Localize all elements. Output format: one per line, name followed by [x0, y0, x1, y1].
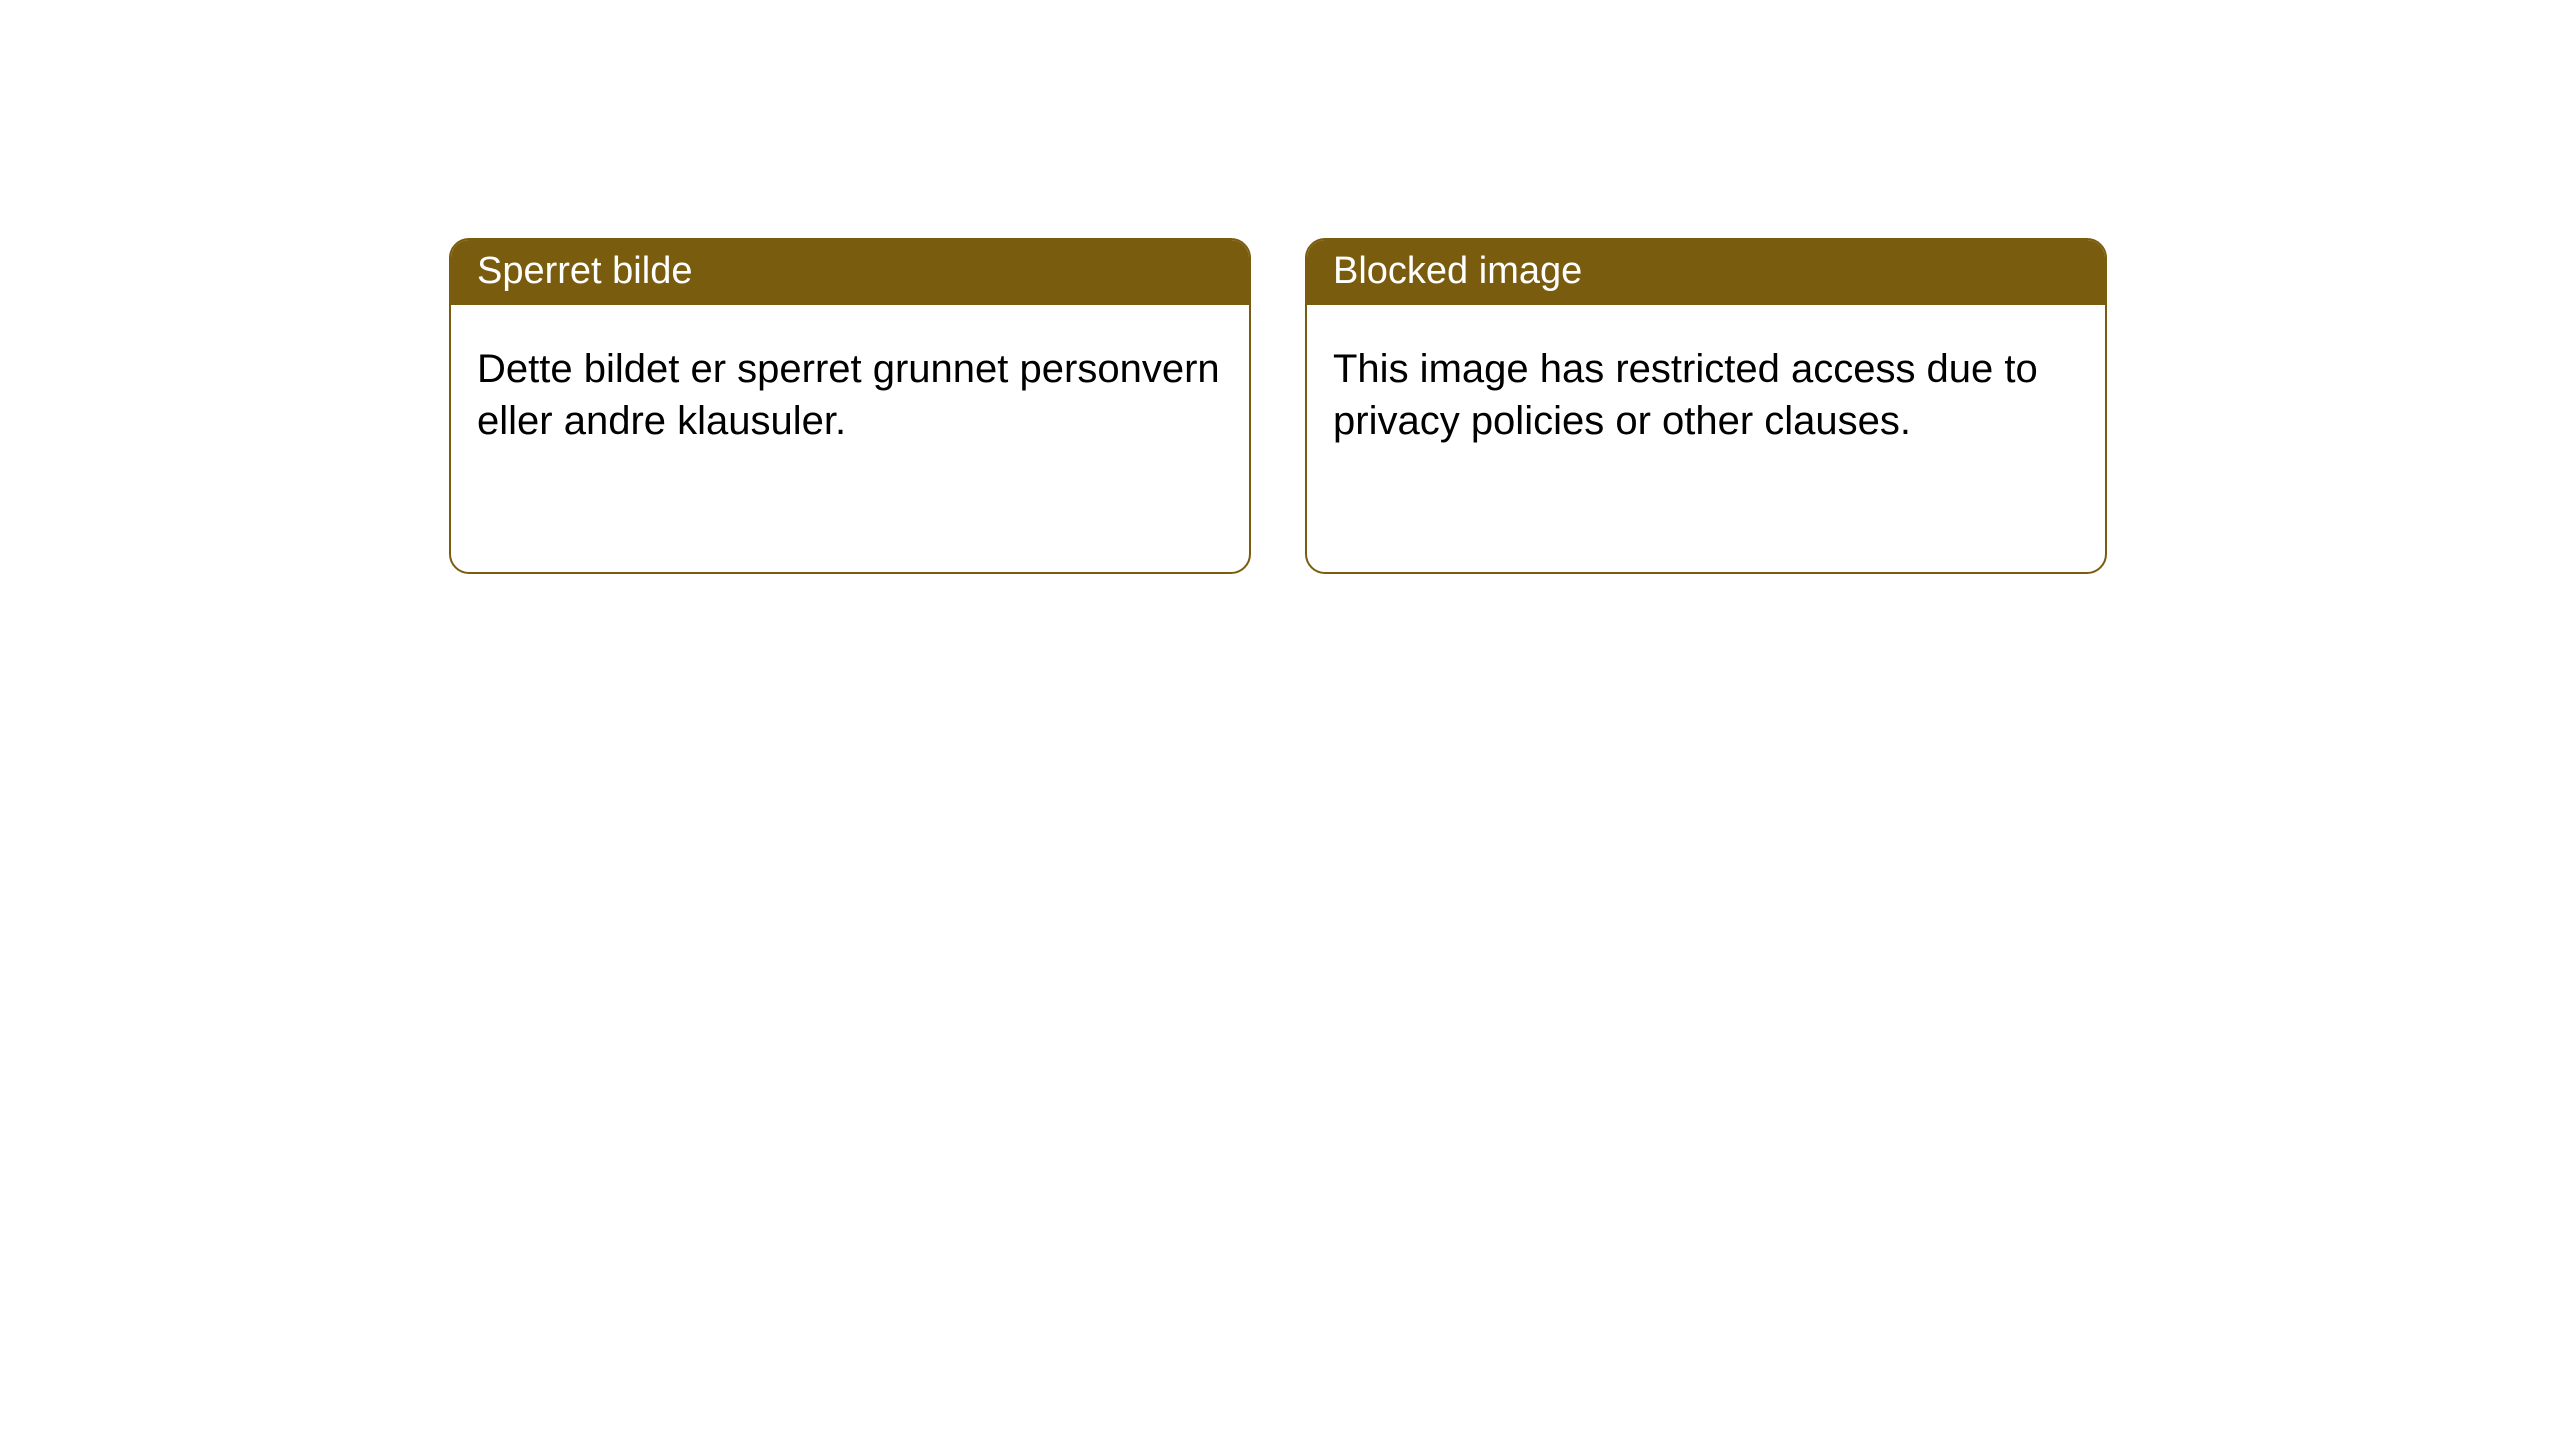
card-title: Blocked image — [1333, 250, 1582, 292]
card-header: Blocked image — [1307, 240, 2105, 305]
blocked-image-card-english: Blocked image This image has restricted … — [1305, 238, 2107, 574]
card-body: Dette bildet er sperret grunnet personve… — [451, 305, 1249, 485]
card-title: Sperret bilde — [477, 250, 692, 292]
card-header: Sperret bilde — [451, 240, 1249, 305]
card-body: This image has restricted access due to … — [1307, 305, 2105, 485]
card-container: Sperret bilde Dette bildet er sperret gr… — [0, 0, 2560, 574]
blocked-image-card-norwegian: Sperret bilde Dette bildet er sperret gr… — [449, 238, 1251, 574]
card-body-text: This image has restricted access due to … — [1333, 347, 2038, 443]
card-body-text: Dette bildet er sperret grunnet personve… — [477, 347, 1220, 443]
